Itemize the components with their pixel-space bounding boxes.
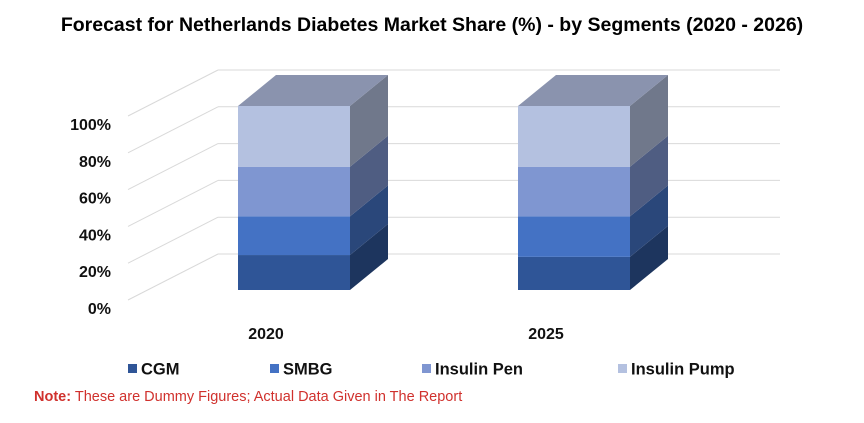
y-tick-label: 40% bbox=[79, 227, 111, 244]
chart-title: Forecast for Netherlands Diabetes Market… bbox=[60, 14, 804, 36]
y-tick-label: 80% bbox=[79, 154, 111, 171]
bar-segment-side bbox=[350, 75, 388, 167]
legend-label: CGM bbox=[141, 361, 180, 379]
y-axis-ticks: 0% 20% 40% 60% 80% 100% bbox=[70, 117, 111, 318]
grid-lines bbox=[127, 69, 780, 301]
bar-segment-insulin-pump bbox=[238, 106, 350, 167]
legend: CGM SMBG Insulin Pen Insulin Pump bbox=[128, 361, 735, 379]
gridline-diagonal bbox=[127, 179, 219, 227]
bars bbox=[238, 75, 668, 290]
bar-segment-insulin-pump bbox=[518, 106, 630, 167]
bar-segment-insulin-pen bbox=[518, 166, 630, 217]
bar-segment-side bbox=[350, 224, 388, 290]
note-label: Note: bbox=[34, 389, 72, 405]
note: Note: These are Dummy Figures; Actual Da… bbox=[34, 389, 462, 405]
bar-top-face bbox=[238, 75, 388, 106]
bar-segment-side bbox=[630, 135, 668, 217]
bar-segment-side bbox=[350, 135, 388, 217]
bar-segment-side bbox=[350, 185, 388, 256]
y-tick-label: 0% bbox=[88, 301, 111, 318]
legend-item: Insulin Pen bbox=[422, 361, 523, 379]
legend-item: Insulin Pump bbox=[618, 361, 735, 379]
bar-segment-cgm bbox=[518, 256, 630, 290]
gridline-diagonal bbox=[127, 216, 219, 264]
legend-item: SMBG bbox=[270, 361, 333, 379]
bar-segment-side bbox=[630, 225, 668, 290]
legend-label: Insulin Pen bbox=[435, 361, 523, 379]
bar-segment-smbg bbox=[518, 216, 630, 257]
y-tick-label: 100% bbox=[70, 117, 111, 134]
x-axis-ticks: 2020 2025 bbox=[248, 326, 564, 343]
bar-segment-cgm bbox=[238, 255, 350, 290]
legend-item: CGM bbox=[128, 361, 180, 379]
legend-swatch bbox=[270, 364, 279, 373]
bar-segment-insulin-pen bbox=[238, 166, 350, 217]
legend-label: SMBG bbox=[283, 361, 333, 379]
gridline-diagonal bbox=[127, 106, 219, 154]
note-text: These are Dummy Figures; Actual Data Giv… bbox=[74, 389, 463, 405]
x-tick-label: 2020 bbox=[248, 326, 284, 343]
bar-segment-smbg bbox=[238, 216, 350, 256]
bar-segment-side bbox=[630, 75, 668, 167]
gridline-diagonal bbox=[127, 253, 219, 301]
legend-swatch bbox=[618, 364, 627, 373]
bar-top-face bbox=[518, 75, 668, 106]
gridline-diagonal bbox=[127, 143, 219, 191]
y-tick-label: 20% bbox=[79, 264, 111, 281]
legend-swatch bbox=[422, 364, 431, 373]
y-tick-label: 60% bbox=[79, 191, 111, 208]
bar-segment-side bbox=[630, 185, 668, 257]
legend-label: Insulin Pump bbox=[631, 361, 735, 379]
legend-swatch bbox=[128, 364, 137, 373]
gridline-diagonal bbox=[127, 69, 219, 117]
x-tick-label: 2025 bbox=[528, 326, 564, 343]
bar-2020 bbox=[238, 75, 388, 290]
bar-2025 bbox=[518, 75, 668, 290]
